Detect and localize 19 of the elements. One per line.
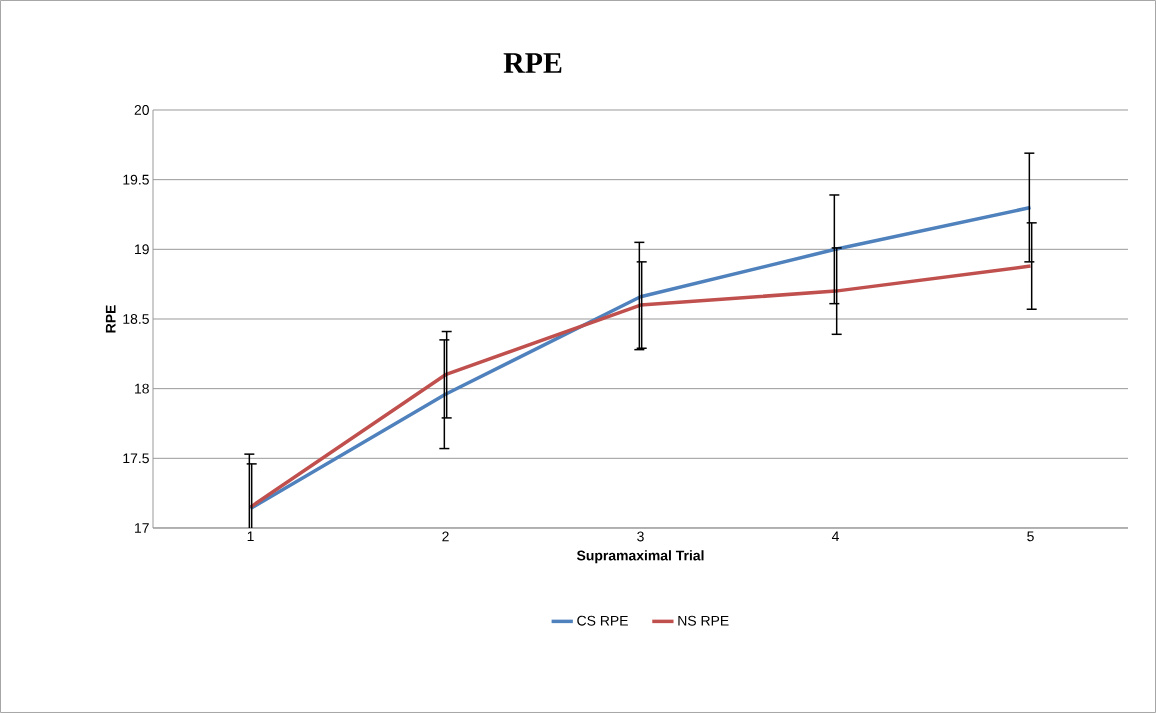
y-tick-label: 20 (134, 105, 149, 115)
x-tick-label: 3 (637, 531, 644, 542)
chart-title: RPE (503, 53, 562, 73)
x-tick-label: 2 (442, 531, 449, 542)
legend-label: CS RPE (577, 615, 628, 626)
y-tick-label: 18 (135, 383, 149, 394)
line-series (248, 205, 1033, 511)
legend-label: NS RPE (678, 615, 729, 626)
y-tick-label: 19.5 (123, 174, 149, 185)
line-series (248, 264, 1033, 509)
y-tick-label: 17.5 (123, 453, 149, 464)
x-tick-label: 5 (1027, 531, 1034, 542)
y-tick-label: 18.5 (123, 314, 149, 324)
x-tick-label: 4 (831, 531, 839, 542)
x-tick-label: 1 (247, 531, 254, 542)
y-tick-label: 17 (135, 523, 149, 533)
y-axis-title: RPE (105, 305, 116, 333)
x-axis-title: Supramaximal Trial (576, 550, 704, 564)
y-tick-label: 19 (135, 244, 149, 255)
